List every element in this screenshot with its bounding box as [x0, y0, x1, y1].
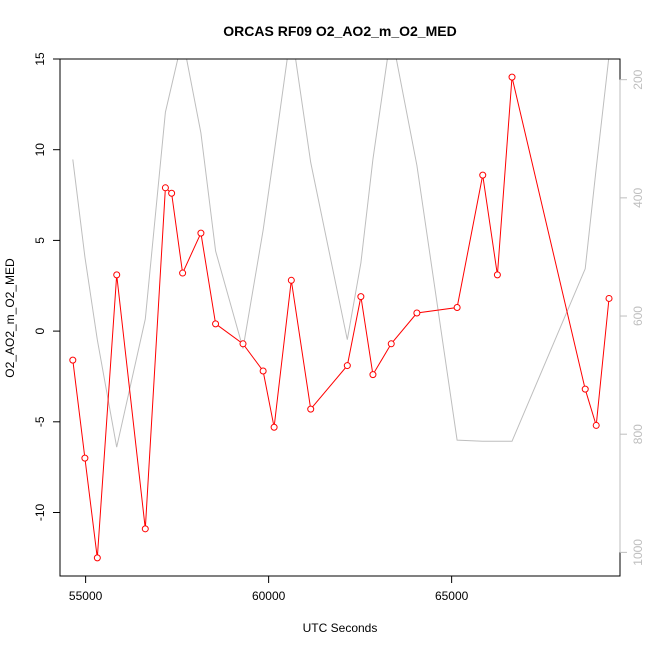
series-0-point: [413, 309, 421, 317]
series-0-point: [212, 320, 220, 328]
series-0-point: [81, 454, 89, 462]
y-tick-label: -5: [33, 416, 47, 427]
series-0-point: [369, 371, 377, 379]
series-0-point: [259, 367, 267, 375]
series-0-point: [508, 73, 516, 81]
series-0-point: [479, 171, 487, 179]
x-axis-label: UTC Seconds: [303, 621, 378, 635]
x-tick-label: 65000: [435, 589, 469, 603]
series-0-point: [387, 340, 395, 348]
series-0-point: [179, 269, 187, 277]
series-0-point: [357, 293, 365, 301]
y2-tick-label: 200: [631, 69, 645, 89]
left-axis-series-layer: [69, 73, 613, 562]
series-1-line: [72, 59, 610, 448]
y-axis-label: O2_AO2_m_O2_MED: [3, 258, 17, 378]
series-0-point: [581, 385, 589, 393]
series-0-point: [453, 304, 461, 312]
right-axis-series-layer: [72, 59, 610, 448]
series-0-point: [307, 405, 315, 413]
series-0-point: [113, 271, 121, 279]
y-tick-label: 10: [33, 143, 47, 157]
chart-title: ORCAS RF09 O2_AO2_m_O2_MED: [223, 23, 456, 39]
series-0-point: [605, 294, 613, 302]
series-0-point: [161, 184, 169, 192]
y2-tick-label: 1000: [631, 539, 645, 566]
series-0-point: [592, 421, 600, 429]
series-0-line: [72, 76, 610, 558]
series-0-point: [270, 423, 278, 431]
series-0-point: [168, 189, 176, 197]
series-0-point: [69, 356, 77, 364]
series-0-point: [239, 340, 247, 348]
y2-tick-label: 400: [631, 188, 645, 208]
y-tick-label: 0: [33, 327, 47, 334]
series-0-point: [287, 276, 295, 284]
series-0-point: [197, 229, 205, 237]
axes-layer: 55000 60000 65000 -10 -5 0 5 10 15 200 400 600 800 10…: [33, 52, 645, 603]
y2-tick-label: 600: [631, 306, 645, 326]
y-tick-label: 5: [33, 237, 47, 244]
y-tick-label: 15: [33, 52, 47, 66]
x-tick-label: 60000: [252, 589, 286, 603]
y-tick-label: -10: [33, 504, 47, 522]
y2-tick-label: 800: [631, 424, 645, 444]
plot-frame: [59, 58, 621, 577]
x-tick-label: 55000: [69, 589, 103, 603]
series-0-point: [493, 271, 501, 279]
series-0-point: [93, 554, 101, 562]
series-0-point: [141, 525, 149, 533]
series-0-point: [343, 362, 351, 370]
